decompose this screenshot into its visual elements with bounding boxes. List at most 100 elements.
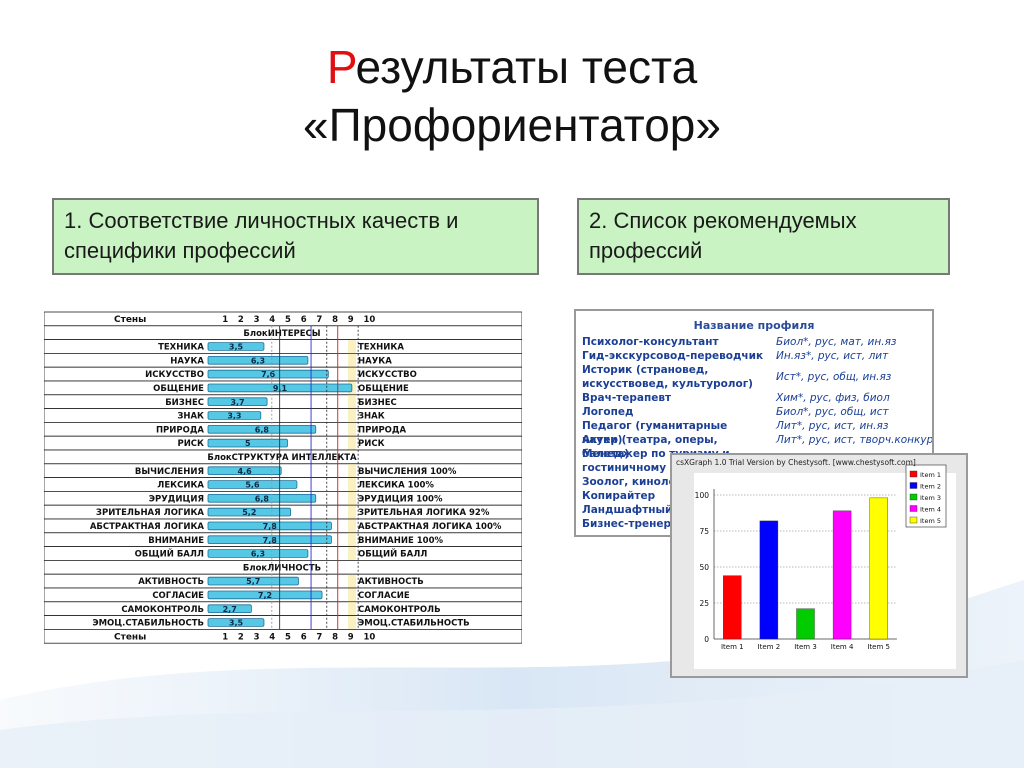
score-label: БИЗНЕС <box>165 398 204 408</box>
scale-tick: 1 <box>222 632 228 642</box>
scale-tick: 10 <box>364 315 376 325</box>
score-bar <box>207 590 323 600</box>
legend-swatch <box>909 482 918 489</box>
section-label: БлокСТРУКТУРА ИНТЕЛЛЕКТА <box>207 453 357 463</box>
profession-name: Зоолог, кинолог <box>582 476 682 488</box>
scale-tick: 7 <box>316 315 322 325</box>
score-label: ОБЩЕНИЕ <box>153 384 204 394</box>
profession-subjects: Лит*, рус, ист, творч.конкурс <box>776 434 934 446</box>
y-tick-label: 25 <box>699 599 709 608</box>
x-tick-label: Item 3 <box>794 643 817 651</box>
profession-name: Врач-терапевт <box>582 392 672 404</box>
score-bar <box>207 425 317 434</box>
legend-label: Item 2 <box>920 483 941 491</box>
score-label: ЛЕКСИКА <box>157 481 204 491</box>
scale-tick: 5 <box>285 632 291 642</box>
legend-swatch <box>909 493 918 501</box>
score-label: ВНИМАНИЕ <box>148 536 204 546</box>
score-row <box>44 408 522 423</box>
score-label: САМОКОНТРОЛЬ <box>121 605 204 615</box>
score-right-label: АБСТРАКТНАЯ ЛОГИКА 100% <box>358 522 502 532</box>
score-label: ВЫЧИСЛЕНИЯ <box>135 467 204 477</box>
score-bar <box>207 604 252 613</box>
score-value-label: 3,3 <box>227 412 241 421</box>
score-label: ИСКУССТВО <box>145 370 204 380</box>
score-label: АБСТРАКТНАЯ ЛОГИКА <box>90 522 205 532</box>
profession-subjects: Биол*, рус, общ, ист <box>776 406 889 418</box>
score-right-label: ВЫЧИСЛЕНИЯ 100% <box>358 467 457 477</box>
score-right-label: ЗРИТЕЛЬНАЯ ЛОГИКА 92% <box>358 508 490 518</box>
scale-tick: 9 <box>348 315 354 325</box>
score-row <box>44 339 522 354</box>
section-label: БлокЛИЧНОСТЬ <box>243 563 321 573</box>
chart-window: 0 25 50 75 100 Item 1 Item 2 Item 3 Item 4 Item 5… <box>670 453 968 678</box>
legend-swatch <box>909 516 918 524</box>
title-first-letter: Р <box>326 41 356 93</box>
score-bar <box>207 618 265 627</box>
title-line2: «Профориентатор» <box>303 99 721 151</box>
score-value-label: 6,8 <box>255 494 270 503</box>
score-right-label: БИЗНЕС <box>358 398 397 408</box>
score-bar <box>207 342 265 351</box>
profession-subjects: Биол*, рус, мат, ин.яз <box>776 336 897 348</box>
score-right-label: АКТИВНОСТЬ <box>358 577 424 587</box>
score-label: ЭМОЦ.СТАБИЛЬНОСТЬ <box>92 619 204 629</box>
x-tick-label: Item 1 <box>721 643 744 651</box>
profession-name: Психолог-консультант <box>582 336 719 348</box>
score-bar <box>207 535 332 545</box>
y-tick-label: 50 <box>699 563 709 572</box>
profession-name: Актер (театра, оперы, балета) <box>582 434 718 460</box>
score-bar <box>207 507 292 517</box>
score-right-label: ВНИМАНИЕ 100% <box>358 536 443 546</box>
score-value-label: 7,2 <box>258 591 272 600</box>
score-bar <box>207 438 288 448</box>
bar <box>796 608 815 640</box>
score-right-label: ЛЕКСИКА 100% <box>358 481 434 491</box>
scale-tick: 6 <box>301 632 307 642</box>
score-value-label: 5,2 <box>242 508 256 517</box>
x-tick-label: Item 4 <box>831 643 854 651</box>
scale-tick: 5 <box>285 315 291 325</box>
scale-tick: 2 <box>238 632 244 642</box>
chart-window-caption: csXGraph 1.0 Trial Version by Chestysoft… <box>676 458 916 467</box>
score-label: ЗНАК <box>177 412 204 422</box>
score-value-label: 7,6 <box>261 370 276 379</box>
score-value-label: 6,3 <box>251 550 265 559</box>
score-right-label: ТЕХНИКА <box>358 343 404 353</box>
scale-tick: 6 <box>301 315 307 325</box>
x-tick-label: Item 2 <box>758 643 781 651</box>
profession-name: Педагог (гуманитарные науки) <box>582 420 728 446</box>
legend-label: Item 3 <box>920 494 941 502</box>
score-bar <box>207 369 329 379</box>
score-right-label: САМОКОНТРОЛЬ <box>358 605 441 615</box>
score-bar <box>207 521 332 531</box>
bar <box>869 497 888 640</box>
score-right-label: ЭМОЦ.СТАБИЛЬНОСТЬ <box>358 619 470 629</box>
test-results-table: Стены 1 2 3 4 5 6 7 8 9 10 БлокИНТЕРЕСЫ ТЕХНИКА ТЕХНИ… <box>44 311 522 648</box>
x-tick-label: Item 5 <box>867 643 890 651</box>
score-bar <box>207 549 309 558</box>
section-label: БлокИНТЕРЕСЫ <box>243 329 320 339</box>
profession-name: Историк (страновед, искусствовед, культу… <box>582 364 753 390</box>
y-tick-label: 100 <box>695 491 710 500</box>
score-right-label: ИСКУССТВО <box>358 370 417 380</box>
score-value-label: 6,8 <box>255 425 270 434</box>
score-bar <box>207 480 298 489</box>
profession-name: Ландшафтный д <box>582 504 685 516</box>
profession-subjects: Ист*, рус, общ, ин.яз <box>776 371 892 383</box>
scale-tick: 4 <box>269 315 275 325</box>
score-row <box>44 601 522 616</box>
scale-tick: 8 <box>332 315 338 325</box>
score-value-label: 9,1 <box>273 384 288 393</box>
legend-label: Item 1 <box>920 471 941 479</box>
bar <box>723 575 742 640</box>
score-value-label: 3,5 <box>229 619 244 628</box>
scale-tick: 3 <box>254 315 260 325</box>
score-right-label: ПРИРОДА <box>358 425 406 435</box>
legend-label: Item 5 <box>920 517 941 525</box>
score-right-label: ЭРУДИЦИЯ 100% <box>358 494 443 504</box>
profession-name: Гид-экскурсовод-переводчик <box>582 350 764 362</box>
scale-tick: 7 <box>316 632 322 642</box>
score-label: ОБЩИЙ БАЛЛ <box>135 548 204 560</box>
profession-subjects: Лит*, рус, ист, ин.яз <box>776 420 889 432</box>
